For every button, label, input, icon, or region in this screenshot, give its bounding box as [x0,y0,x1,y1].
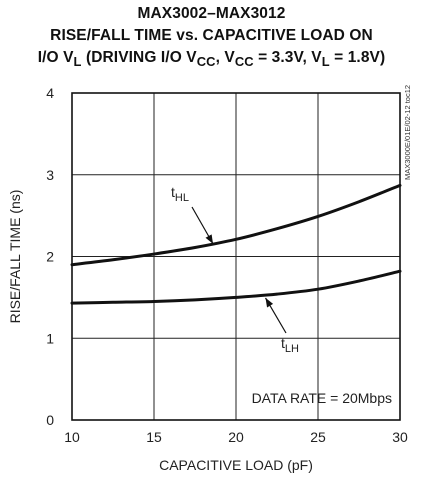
plot-frame [71,92,401,421]
y-tick-label: 4 [46,85,54,101]
x-tick-labels: 10 15 20 25 30 [64,429,408,445]
x-tick-label: 10 [64,429,80,445]
tLH-arrowhead [265,297,274,308]
chart-title-line3: I/O VL (DRIVING I/O VCC, VCC = 3.3V, VL … [0,48,423,72]
series-lines [70,183,402,305]
title3-part: , V [215,49,235,66]
y-tick-label: 1 [46,330,54,346]
series-label-tHL: tHL [171,184,189,204]
series-line-tLH [70,269,402,305]
title3-part: (DRIVING I/O V [81,49,197,66]
chart-title-line2: RISE/FALL TIME vs. CAPACITIVE LOAD ON [50,27,373,44]
grid [72,93,400,420]
series-label-main: t [281,335,285,351]
title3-sub: L [321,54,330,70]
y-tick-label: 3 [46,167,54,183]
y-tick-label: 2 [46,249,54,265]
series-label-main: t [171,184,175,200]
series-label-tLH: tLH [281,335,299,355]
y-tick-labels: 0 1 2 3 4 [46,85,54,428]
series-line-tHL [70,183,402,267]
part-number-watermark: MAX3000E/01E/02-12 toc12 [403,85,412,180]
title3-part: I/O V [37,49,74,66]
y-axis-label: RISE/FALL TIME (ns) [7,190,23,324]
series-label-sub: HL [175,192,189,204]
series-label-sub: LH [285,343,299,355]
tHL-arrowhead [205,234,214,244]
x-tick-label: 20 [228,429,244,445]
title3-part: = 1.8V) [329,49,386,66]
title3-part: = 3.3V, V [253,49,322,66]
x-axis-label: CAPACITIVE LOAD (pF) [159,457,313,473]
title3-sub: CC [196,54,216,70]
data-rate-annotation: DATA RATE = 20Mbps [252,390,392,406]
title3-sub: CC [234,54,254,70]
x-tick-label: 30 [392,429,408,445]
title3-sub: L [73,54,82,70]
x-tick-label: 25 [310,429,326,445]
y-tick-label: 0 [46,412,54,428]
x-tick-label: 15 [146,429,162,445]
chart-title-line1: MAX3002–MAX3012 [137,5,286,22]
